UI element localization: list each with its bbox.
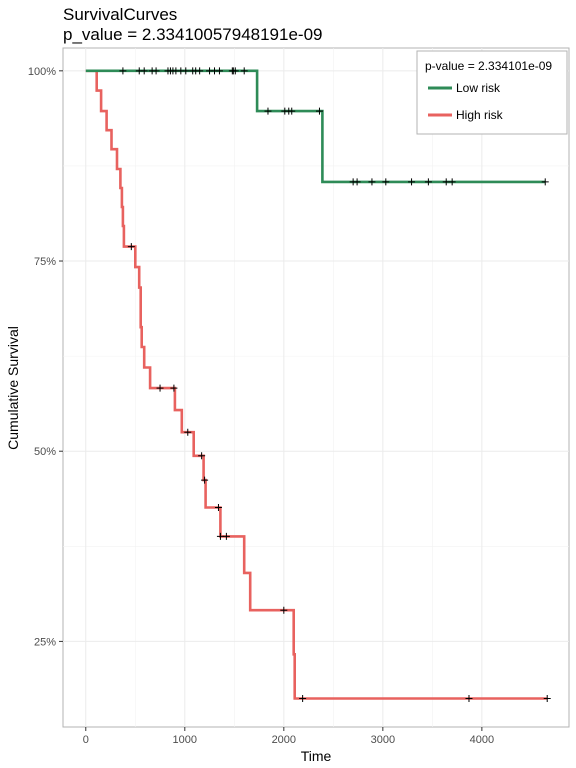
censor-mark	[408, 178, 416, 186]
censor-mark	[231, 67, 239, 75]
plot-panel	[62, 47, 570, 728]
censor-mark	[541, 178, 549, 186]
censor-mark	[465, 694, 473, 702]
legend-label-low-risk: Low risk	[456, 81, 501, 95]
censor-mark	[442, 178, 450, 186]
censor-mark	[240, 67, 248, 75]
grid-lines	[63, 48, 569, 727]
legend-label-high-risk: High risk	[456, 108, 504, 122]
censor-mark	[215, 67, 223, 75]
censor-mark	[424, 178, 432, 186]
censor-mark	[448, 178, 456, 186]
y-tick-label: 75%	[34, 256, 56, 268]
censor-mark	[299, 694, 307, 702]
censor-mark	[170, 384, 178, 392]
x-tick-label: 4000	[470, 734, 494, 746]
series-group	[85, 67, 551, 702]
x-tick-label: 1000	[173, 734, 197, 746]
censor-mark	[140, 67, 148, 75]
censor-mark	[543, 694, 551, 702]
censor-mark	[382, 178, 390, 186]
y-axis-title: Cumulative Survival	[5, 326, 21, 450]
x-axis-title: Time	[301, 748, 332, 764]
legend-title: p-value = 2.334101e-09	[425, 59, 552, 73]
legend: p-value = 2.334101e-09 Low risk High ris…	[416, 50, 568, 135]
censor-mark	[222, 532, 230, 540]
y-tick-label: 100%	[28, 66, 56, 78]
censor-mark	[182, 67, 190, 75]
censor-mark	[201, 476, 209, 484]
censor-mark	[353, 178, 361, 186]
legend-box	[416, 50, 568, 135]
censor-mark	[127, 243, 135, 251]
y-tick-label: 50%	[34, 446, 56, 458]
x-tick-label: 2000	[272, 734, 296, 746]
censor-mark	[119, 67, 127, 75]
x-axis: 0 1000 2000 3000 4000	[83, 727, 494, 746]
censor-mark	[152, 67, 160, 75]
censor-mark	[280, 606, 288, 614]
censor-mark	[368, 178, 376, 186]
x-tick-label: 3000	[371, 734, 395, 746]
censor-mark	[264, 107, 272, 115]
censor-mark	[196, 67, 204, 75]
censor-mark	[156, 384, 164, 392]
censor-mark	[214, 504, 222, 512]
censor-mark	[198, 452, 206, 460]
y-tick-label: 25%	[34, 636, 56, 648]
censor-mark	[315, 107, 323, 115]
chart-title-line-1: SurvivalCurves	[63, 5, 178, 24]
censor-mark	[216, 532, 224, 540]
chart-title-line-2: p_value = 2.33410057948191e-09	[63, 25, 323, 44]
censor-mark	[184, 428, 192, 436]
y-axis: 25% 50% 75% 100%	[28, 66, 63, 648]
series-line-high-risk	[85, 69, 548, 700]
x-tick-label: 0	[83, 734, 89, 746]
chart-title: SurvivalCurves p_value = 2.3341005794819…	[63, 5, 323, 45]
censor-mark	[288, 107, 296, 115]
